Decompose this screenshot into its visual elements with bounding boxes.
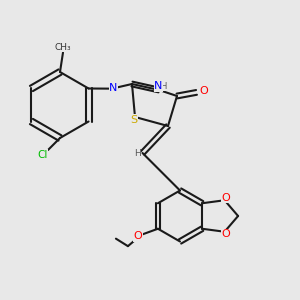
Text: O: O bbox=[199, 86, 208, 97]
Text: O: O bbox=[221, 193, 230, 203]
Text: CH₃: CH₃ bbox=[55, 43, 71, 52]
Text: S: S bbox=[130, 115, 137, 125]
Text: O: O bbox=[134, 231, 142, 241]
Text: N: N bbox=[109, 83, 118, 93]
Text: H: H bbox=[160, 82, 167, 91]
Text: Cl: Cl bbox=[38, 149, 48, 160]
Text: N: N bbox=[154, 81, 163, 92]
Text: O: O bbox=[221, 229, 230, 239]
Text: H: H bbox=[134, 149, 140, 158]
